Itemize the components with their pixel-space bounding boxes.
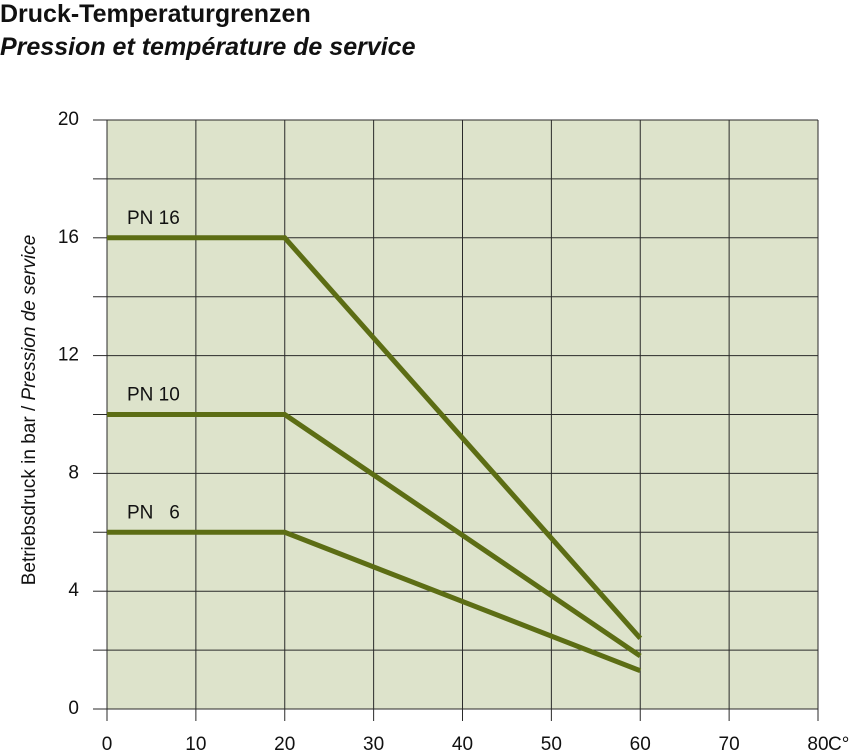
series-label: PN 16 — [127, 208, 180, 229]
y-tick-label: 16 — [58, 227, 79, 248]
series-line — [107, 235, 643, 640]
y-tick-label: 12 — [58, 345, 79, 366]
x-tick-label: 0 — [102, 734, 113, 754]
chart-title: Druck-Temperaturgrenzen — [0, 0, 311, 28]
y-tick-label: 8 — [68, 462, 79, 483]
x-tick-label: 40 — [452, 734, 473, 754]
series-line — [107, 412, 642, 659]
chart-subtitle: Pression et température de service — [0, 33, 416, 61]
y-label-part: Pression de service — [19, 235, 40, 401]
y-tick-label: 20 — [58, 109, 79, 130]
x-tick-label: 20 — [274, 734, 295, 754]
x-tick-label: 80 — [807, 734, 828, 754]
x-tick-label: 70 — [719, 734, 740, 754]
y-tick-label: 4 — [68, 580, 79, 601]
series-line — [107, 529, 642, 674]
series-label: PN 6 — [127, 502, 180, 523]
series-label: PN 10 — [127, 385, 180, 406]
y-axis-label: Betriebsdruck in bar / Pression de servi… — [19, 235, 40, 586]
x-tick-label: 60 — [630, 734, 651, 754]
y-label-part: Betriebsdruck in bar / — [19, 400, 40, 585]
y-tick-label: 0 — [68, 698, 79, 719]
x-tick-label: 10 — [185, 734, 206, 754]
x-axis-label: C° — [828, 734, 849, 754]
x-tick-label: 50 — [541, 734, 562, 754]
x-tick-label: 30 — [363, 734, 384, 754]
